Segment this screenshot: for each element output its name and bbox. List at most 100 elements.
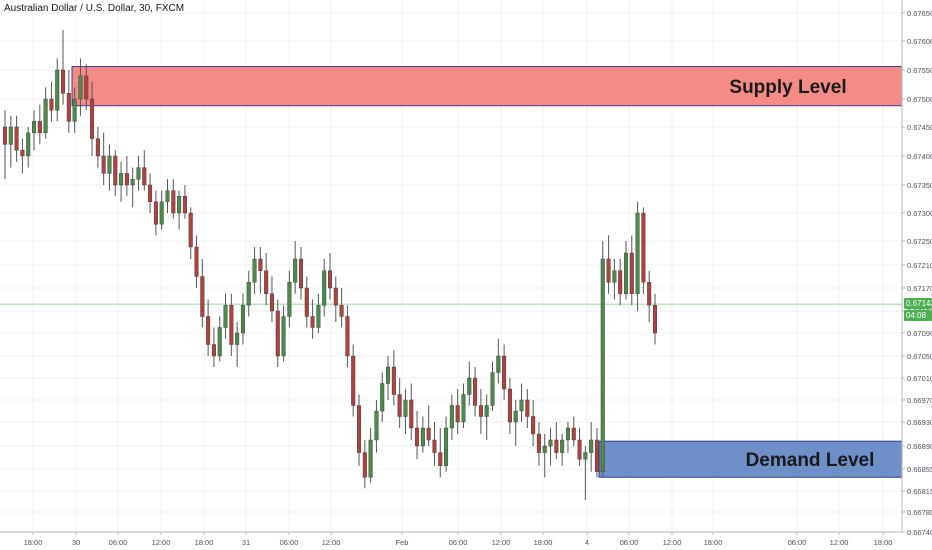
candle-body-up bbox=[287, 282, 292, 317]
candle bbox=[206, 299, 211, 356]
candle bbox=[66, 70, 71, 133]
candle-body-down bbox=[153, 201, 158, 225]
candle-body-down bbox=[507, 388, 512, 423]
candle-body-down bbox=[536, 433, 541, 453]
candle-body-up bbox=[130, 178, 135, 186]
candle bbox=[496, 338, 501, 384]
candle bbox=[310, 299, 315, 339]
price-axis[interactable]: 0.67650 0.67600 0.67550 0.67500 0.67450 0.674… bbox=[901, 0, 932, 537]
y-tick-label: 0.66740 bbox=[907, 528, 932, 537]
demand-zone[interactable] bbox=[598, 440, 903, 478]
candle bbox=[612, 259, 617, 300]
x-tick-label: 06:00 bbox=[620, 538, 639, 547]
y-tick-label: 0.67050 bbox=[907, 352, 932, 361]
candle bbox=[351, 344, 356, 417]
candle bbox=[420, 416, 425, 453]
candle-body-down bbox=[351, 355, 356, 406]
candle bbox=[281, 305, 286, 362]
candle bbox=[502, 344, 507, 400]
supply-zone[interactable] bbox=[71, 66, 903, 107]
candle bbox=[357, 394, 362, 466]
candle-body-up bbox=[217, 327, 222, 357]
candle-body-down bbox=[473, 377, 478, 406]
candle-body-down bbox=[37, 121, 42, 134]
candle-body-up bbox=[107, 155, 112, 174]
candle-body-up bbox=[119, 173, 124, 186]
x-tick-label: 12:00 bbox=[492, 538, 511, 547]
candle bbox=[583, 446, 588, 500]
candle bbox=[548, 428, 553, 466]
candle bbox=[513, 400, 518, 446]
candle bbox=[20, 138, 25, 174]
candle-body-up bbox=[461, 394, 466, 423]
candle bbox=[490, 361, 495, 411]
candle-body-down bbox=[84, 75, 89, 100]
supply-level-label: Supply Level bbox=[729, 77, 846, 98]
candle-body-up bbox=[159, 201, 164, 225]
candle bbox=[148, 173, 153, 213]
candle bbox=[565, 422, 570, 453]
candle bbox=[43, 87, 48, 139]
candle bbox=[240, 293, 245, 345]
candle-body-up bbox=[235, 332, 240, 345]
candle-body-down bbox=[629, 252, 634, 294]
candle-body-up bbox=[519, 399, 524, 412]
candle-body-down bbox=[438, 452, 443, 466]
candle-body-down bbox=[333, 287, 338, 306]
price-zones bbox=[71, 66, 903, 478]
candle bbox=[95, 127, 100, 168]
candle-body-down bbox=[148, 184, 153, 202]
candle-body-down bbox=[502, 355, 507, 390]
candle-body-down bbox=[61, 69, 66, 94]
candle bbox=[641, 207, 646, 294]
candle-body-down bbox=[415, 427, 420, 447]
candle-body-up bbox=[635, 212, 640, 294]
x-tick-label: 30 bbox=[72, 538, 80, 547]
candle-body-up bbox=[612, 270, 617, 283]
candle bbox=[653, 293, 657, 345]
candle-body-up bbox=[467, 377, 472, 395]
candle-body-down bbox=[345, 316, 350, 357]
time-axis[interactable]: 18:00 30 06:00 12:00 18:00 31 06:00 12:00 Feb 06:… bbox=[0, 531, 902, 547]
y-tick-label: 0.66890 bbox=[907, 442, 932, 451]
x-tick-label: 4 bbox=[585, 538, 589, 547]
candle-body-down bbox=[362, 452, 367, 478]
candle bbox=[37, 104, 42, 145]
candle-body-up bbox=[43, 98, 48, 133]
candle bbox=[14, 115, 19, 162]
candle bbox=[165, 179, 170, 213]
candle-body-up bbox=[403, 399, 408, 417]
candle bbox=[61, 29, 66, 105]
candle-body-down bbox=[171, 190, 176, 214]
x-tick-label: 06:00 bbox=[280, 538, 299, 547]
candle-body-up bbox=[600, 258, 605, 472]
candle bbox=[188, 207, 193, 259]
candle-body-down bbox=[66, 92, 71, 122]
candle-body-down bbox=[409, 399, 414, 429]
candle bbox=[380, 372, 385, 422]
candle-body-down bbox=[525, 399, 530, 417]
candle-body-down bbox=[275, 310, 280, 357]
candle bbox=[142, 150, 147, 191]
candle-body-up bbox=[8, 126, 13, 145]
candle-body-down bbox=[200, 276, 205, 317]
candle bbox=[328, 253, 332, 300]
current-price-tag: 0.67142 bbox=[904, 298, 932, 310]
candle bbox=[484, 394, 489, 440]
y-tick-label: 0.67500 bbox=[907, 95, 932, 104]
x-tick-label: 06:00 bbox=[449, 538, 468, 547]
bar-countdown-tag: 04:08 bbox=[904, 310, 932, 322]
x-tick-label: 06:00 bbox=[788, 538, 807, 547]
candle bbox=[554, 422, 559, 460]
candle bbox=[136, 156, 141, 191]
x-tick-label: 18:00 bbox=[704, 538, 723, 547]
candle-body-up bbox=[32, 121, 37, 134]
candle-body-up bbox=[565, 427, 570, 441]
candle-body-down bbox=[653, 305, 657, 334]
y-tick-label: 0.67450 bbox=[907, 123, 932, 132]
candle bbox=[8, 115, 13, 168]
candle bbox=[467, 361, 472, 406]
y-tick-label: 0.67550 bbox=[907, 66, 932, 75]
candle-body-down bbox=[304, 287, 309, 317]
